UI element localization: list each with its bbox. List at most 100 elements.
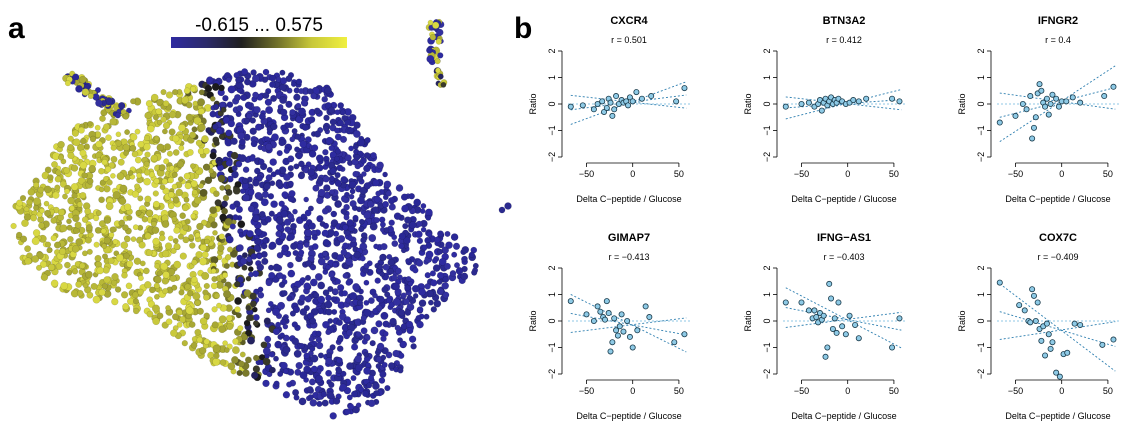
umap-point bbox=[382, 171, 388, 178]
umap-point bbox=[235, 205, 244, 214]
data-point bbox=[626, 94, 633, 101]
umap-point bbox=[206, 76, 214, 84]
umap-point bbox=[452, 242, 461, 250]
data-point bbox=[583, 311, 590, 318]
umap-point bbox=[147, 300, 156, 308]
umap-point bbox=[442, 291, 450, 299]
umap-point bbox=[86, 177, 94, 185]
umap-point bbox=[349, 292, 358, 301]
data-point bbox=[614, 332, 621, 339]
umap-point bbox=[382, 320, 390, 328]
umap-point bbox=[360, 157, 367, 164]
umap-point bbox=[70, 164, 79, 172]
umap-point bbox=[245, 275, 252, 282]
umap-point bbox=[311, 144, 319, 152]
umap-point bbox=[273, 380, 280, 387]
umap-point bbox=[212, 357, 221, 366]
umap-point bbox=[135, 209, 142, 216]
umap-point bbox=[130, 236, 137, 242]
umap-point bbox=[342, 272, 349, 279]
umap-point bbox=[160, 262, 169, 271]
umap-point bbox=[308, 378, 316, 386]
umap-point bbox=[282, 368, 289, 375]
umap-point bbox=[225, 77, 232, 83]
umap-point bbox=[96, 266, 104, 275]
umap-point bbox=[356, 175, 363, 183]
umap-point bbox=[383, 227, 390, 233]
umap-point bbox=[110, 144, 117, 151]
umap-point bbox=[249, 292, 257, 300]
umap-point bbox=[79, 191, 87, 199]
umap-point bbox=[186, 148, 194, 156]
umap-point bbox=[71, 245, 80, 253]
umap-point bbox=[213, 352, 220, 359]
umap-point bbox=[218, 133, 225, 140]
umap-point bbox=[309, 278, 318, 287]
y-axis-label: Ratio bbox=[528, 93, 538, 114]
umap-point bbox=[385, 351, 393, 359]
umap-point bbox=[127, 170, 134, 176]
umap-point bbox=[134, 183, 141, 190]
umap-point bbox=[337, 234, 346, 243]
scatter-panel: CXCR4 r = 0.501 −2 −1 0 1 2 Ratio −50 0 50 Delta C−… bbox=[528, 15, 690, 204]
umap-point bbox=[57, 140, 65, 149]
umap-point bbox=[136, 172, 143, 179]
data-point bbox=[1055, 103, 1062, 110]
umap-point bbox=[307, 394, 314, 401]
umap-point bbox=[108, 162, 116, 169]
umap-point bbox=[270, 200, 278, 208]
umap-point bbox=[334, 133, 342, 141]
umap-point bbox=[112, 238, 119, 245]
umap-point bbox=[291, 128, 298, 135]
umap-point bbox=[209, 206, 217, 214]
umap-point bbox=[373, 243, 379, 250]
umap-point bbox=[471, 269, 478, 276]
umap-point bbox=[317, 295, 326, 304]
umap-point bbox=[114, 286, 122, 293]
umap-point bbox=[246, 113, 253, 120]
x-axis-label: Delta C−peptide / Glucose bbox=[791, 411, 896, 421]
data-point bbox=[601, 108, 608, 115]
umap-point bbox=[287, 165, 294, 172]
umap-point bbox=[120, 241, 129, 249]
umap-point bbox=[321, 207, 329, 215]
umap-point bbox=[151, 226, 160, 234]
umap-point bbox=[249, 155, 256, 162]
umap-point bbox=[66, 269, 73, 276]
umap-point bbox=[432, 21, 440, 29]
umap-point bbox=[379, 221, 386, 228]
umap-point bbox=[188, 321, 196, 328]
umap-point bbox=[325, 369, 332, 377]
umap-point bbox=[461, 245, 470, 254]
umap-point bbox=[325, 357, 333, 365]
plot-title: CXCR4 bbox=[610, 15, 648, 27]
umap-point bbox=[331, 288, 339, 295]
umap-point bbox=[196, 307, 204, 315]
umap-point bbox=[33, 197, 42, 206]
data-point bbox=[889, 95, 896, 102]
umap-point bbox=[154, 263, 161, 269]
umap-point bbox=[260, 242, 268, 250]
umap-point bbox=[75, 238, 83, 246]
umap-point bbox=[237, 131, 246, 140]
umap-point bbox=[111, 273, 119, 281]
umap-point bbox=[190, 341, 198, 349]
umap-point bbox=[322, 289, 330, 297]
umap-point bbox=[351, 343, 359, 351]
umap-point bbox=[194, 328, 202, 336]
umap-point bbox=[429, 270, 437, 277]
umap-point bbox=[132, 224, 139, 231]
umap-point bbox=[129, 144, 137, 152]
data-point bbox=[1016, 302, 1023, 309]
umap-point bbox=[265, 106, 274, 115]
umap-point bbox=[217, 244, 225, 252]
umap-point bbox=[138, 241, 146, 249]
umap-point bbox=[46, 247, 53, 254]
umap-point bbox=[162, 271, 170, 279]
umap-point bbox=[156, 119, 163, 126]
x-tick-label: 0 bbox=[845, 169, 850, 179]
umap-point bbox=[360, 236, 367, 244]
umap-point bbox=[325, 329, 332, 336]
umap-point bbox=[322, 175, 330, 183]
umap-point bbox=[184, 218, 191, 225]
